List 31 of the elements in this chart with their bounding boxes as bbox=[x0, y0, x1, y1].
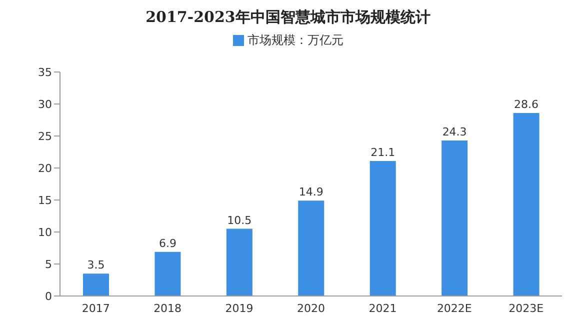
y-tick-label: 15 bbox=[38, 194, 52, 207]
x-tick-label: 2019 bbox=[225, 302, 254, 315]
data-label: 6.9 bbox=[158, 236, 176, 250]
bar bbox=[370, 160, 396, 296]
data-label: 14.9 bbox=[298, 186, 324, 199]
y-tick-label: 0 bbox=[45, 290, 52, 303]
chart-title: 2017-2023年中国智慧城市市场规模统计 bbox=[144, 8, 432, 28]
x-tick-label: 2022E bbox=[436, 302, 472, 315]
bar bbox=[298, 200, 324, 296]
x-tick-label: 2018 bbox=[154, 302, 182, 315]
y-tick-label: 20 bbox=[38, 162, 52, 175]
y-tick-label: 30 bbox=[38, 98, 52, 111]
data-label: 10.5 bbox=[227, 214, 252, 227]
bar bbox=[513, 112, 540, 296]
y-tick-label: 5 bbox=[45, 258, 52, 271]
x-tick-label: 2017 bbox=[82, 302, 110, 315]
x-tick-label: 2023E bbox=[508, 302, 544, 315]
data-label: 3.5 bbox=[87, 258, 105, 272]
data-label: 21.1 bbox=[370, 146, 396, 159]
y-tick-label: 25 bbox=[38, 130, 52, 143]
y-tick-label: 10 bbox=[38, 226, 52, 239]
legend-label: 市场规模：万亿元 bbox=[248, 32, 344, 48]
data-label: 28.6 bbox=[514, 98, 539, 111]
data-label: 24.3 bbox=[442, 125, 467, 138]
bar bbox=[154, 252, 181, 296]
x-tick-label: 2021 bbox=[368, 302, 397, 315]
bar bbox=[226, 228, 252, 296]
bar bbox=[442, 140, 468, 296]
y-tick-label: 35 bbox=[38, 66, 52, 79]
x-tick-label: 2020 bbox=[297, 302, 325, 315]
bar bbox=[83, 274, 109, 296]
